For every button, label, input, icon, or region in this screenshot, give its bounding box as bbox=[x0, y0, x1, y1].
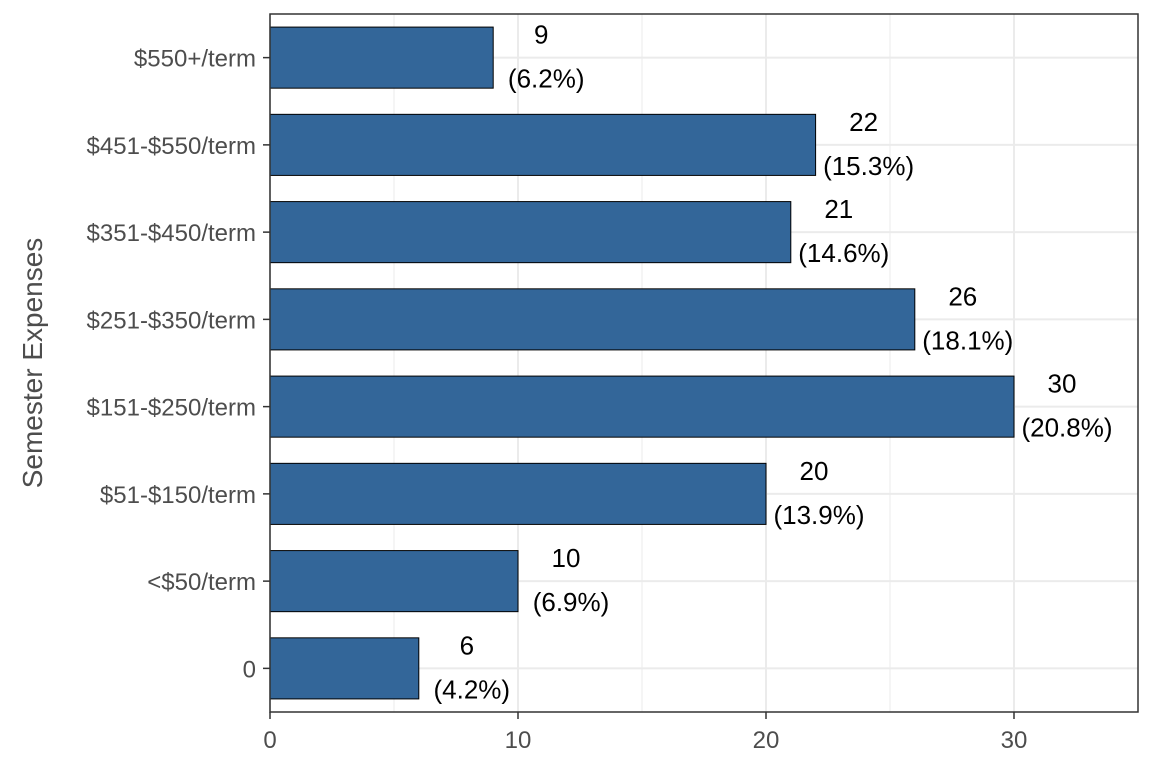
data-label-percent: (6.9%) bbox=[533, 587, 610, 617]
bar bbox=[269, 201, 792, 264]
x-tick-label: 30 bbox=[1001, 727, 1028, 754]
bar bbox=[269, 113, 817, 176]
data-label-percent: (18.1%) bbox=[922, 325, 1013, 355]
y-tick-label: $550+/term bbox=[134, 46, 256, 73]
y-tick-label: 0 bbox=[243, 656, 256, 683]
data-label-percent: (14.6%) bbox=[798, 238, 889, 268]
bar bbox=[269, 637, 420, 700]
bar bbox=[269, 288, 916, 351]
bar bbox=[269, 375, 1015, 438]
bar bbox=[269, 550, 519, 613]
data-label-count: 30 bbox=[1048, 369, 1077, 399]
data-label-count: 6 bbox=[460, 630, 474, 660]
y-tick-label: <$50/term bbox=[147, 569, 256, 596]
data-label-count: 26 bbox=[948, 281, 977, 311]
y-axis-title: Semester Expenses bbox=[17, 238, 48, 489]
data-label-percent: (20.8%) bbox=[1021, 413, 1112, 443]
x-tick-label: 20 bbox=[753, 727, 780, 754]
y-axis: 0 <$50/term $51-$150/term $151-$250/term $25… bbox=[87, 46, 270, 683]
x-tick-label: 10 bbox=[505, 727, 532, 754]
data-label-count: 22 bbox=[849, 107, 878, 137]
x-tick-label: 0 bbox=[263, 727, 276, 754]
data-labels: 6 (4.2%) 10 (6.9%) 20 (13.9%) 30 (20.8%) 26 (18.1… bbox=[434, 20, 1113, 705]
y-tick-label: $151-$250/term bbox=[87, 395, 256, 422]
data-label-percent: (15.3%) bbox=[823, 151, 914, 181]
data-label-percent: (13.9%) bbox=[773, 500, 864, 530]
data-label-percent: (4.2%) bbox=[434, 674, 511, 704]
bar bbox=[269, 26, 494, 89]
y-tick-label: $251-$350/term bbox=[87, 307, 256, 334]
data-label-count: 20 bbox=[800, 456, 829, 486]
data-label-count: 9 bbox=[534, 20, 548, 50]
x-axis: 0 10 20 30 bbox=[263, 712, 1027, 754]
y-tick-label: $51-$150/term bbox=[100, 482, 256, 509]
bar bbox=[269, 462, 767, 525]
y-tick-label: $351-$450/term bbox=[87, 220, 256, 247]
y-tick-label: $451-$550/term bbox=[87, 133, 256, 160]
bars bbox=[269, 26, 1015, 700]
data-label-count: 10 bbox=[552, 543, 581, 573]
panel-border bbox=[269, 13, 1139, 713]
data-label-count: 21 bbox=[824, 194, 853, 224]
data-label-percent: (6.2%) bbox=[508, 64, 585, 94]
